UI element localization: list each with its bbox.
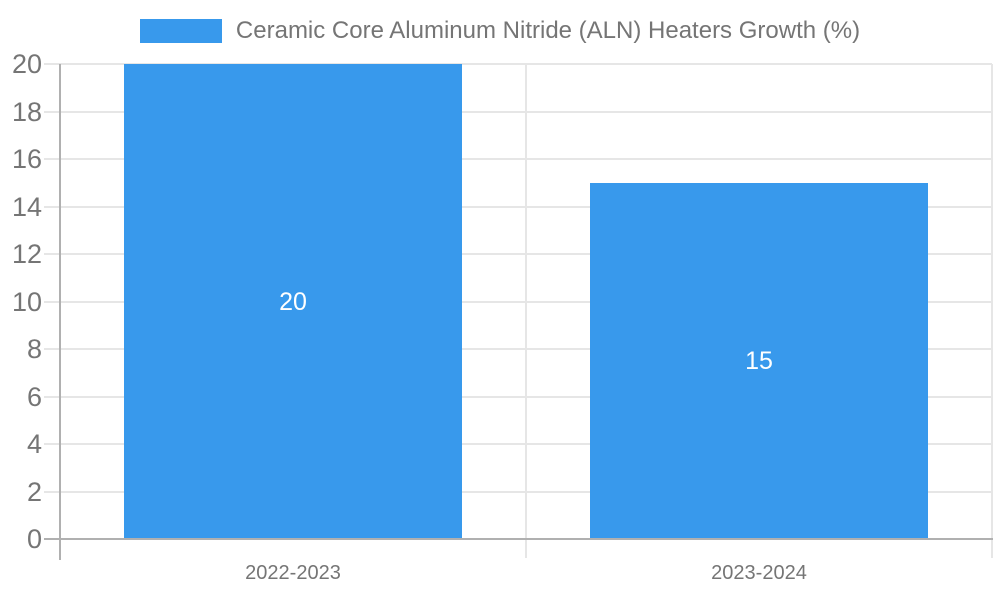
y-tick-mark <box>44 111 60 113</box>
x-tick-mark <box>991 539 993 558</box>
y-tick-mark <box>44 443 60 445</box>
legend-swatch[interactable] <box>139 19 222 43</box>
y-tick-mark <box>44 396 60 398</box>
y-tick-mark <box>44 158 60 160</box>
y-tick-mark <box>44 491 60 493</box>
y-tick-label: 14 <box>11 192 42 222</box>
bar[interactable] <box>590 183 928 539</box>
y-tick-mark <box>44 538 60 540</box>
y-tick-label: 0 <box>26 524 42 554</box>
y-tick-label: 18 <box>11 97 42 127</box>
y-tick-label: 16 <box>11 144 42 174</box>
legend-label[interactable]: Ceramic Core Aluminum Nitride (ALN) Heat… <box>235 17 861 44</box>
y-tick-mark <box>44 348 60 350</box>
y-tick-mark <box>44 301 60 303</box>
y-tick-label: 6 <box>26 382 42 412</box>
x-axis-line <box>59 538 993 540</box>
y-tick-label: 2 <box>26 477 42 507</box>
y-tick-label: 20 <box>11 49 42 79</box>
x-tick-mark <box>525 539 527 558</box>
y-tick-mark <box>44 206 60 208</box>
y-tick-label: 8 <box>26 334 42 364</box>
y-tick-label: 10 <box>11 287 42 317</box>
x-gridline <box>991 64 993 539</box>
y-tick-label: 4 <box>26 429 42 459</box>
x-tick-label: 2022-2023 <box>245 562 341 584</box>
y-tick-mark <box>44 63 60 65</box>
y-axis-line <box>59 64 61 560</box>
chart-legend: Ceramic Core Aluminum Nitride (ALN) Heat… <box>0 17 1000 45</box>
x-gridline <box>525 64 527 539</box>
bar[interactable] <box>124 64 462 539</box>
y-tick-label: 12 <box>11 239 42 269</box>
y-tick-mark <box>44 253 60 255</box>
x-tick-label: 2023-2024 <box>711 562 807 584</box>
